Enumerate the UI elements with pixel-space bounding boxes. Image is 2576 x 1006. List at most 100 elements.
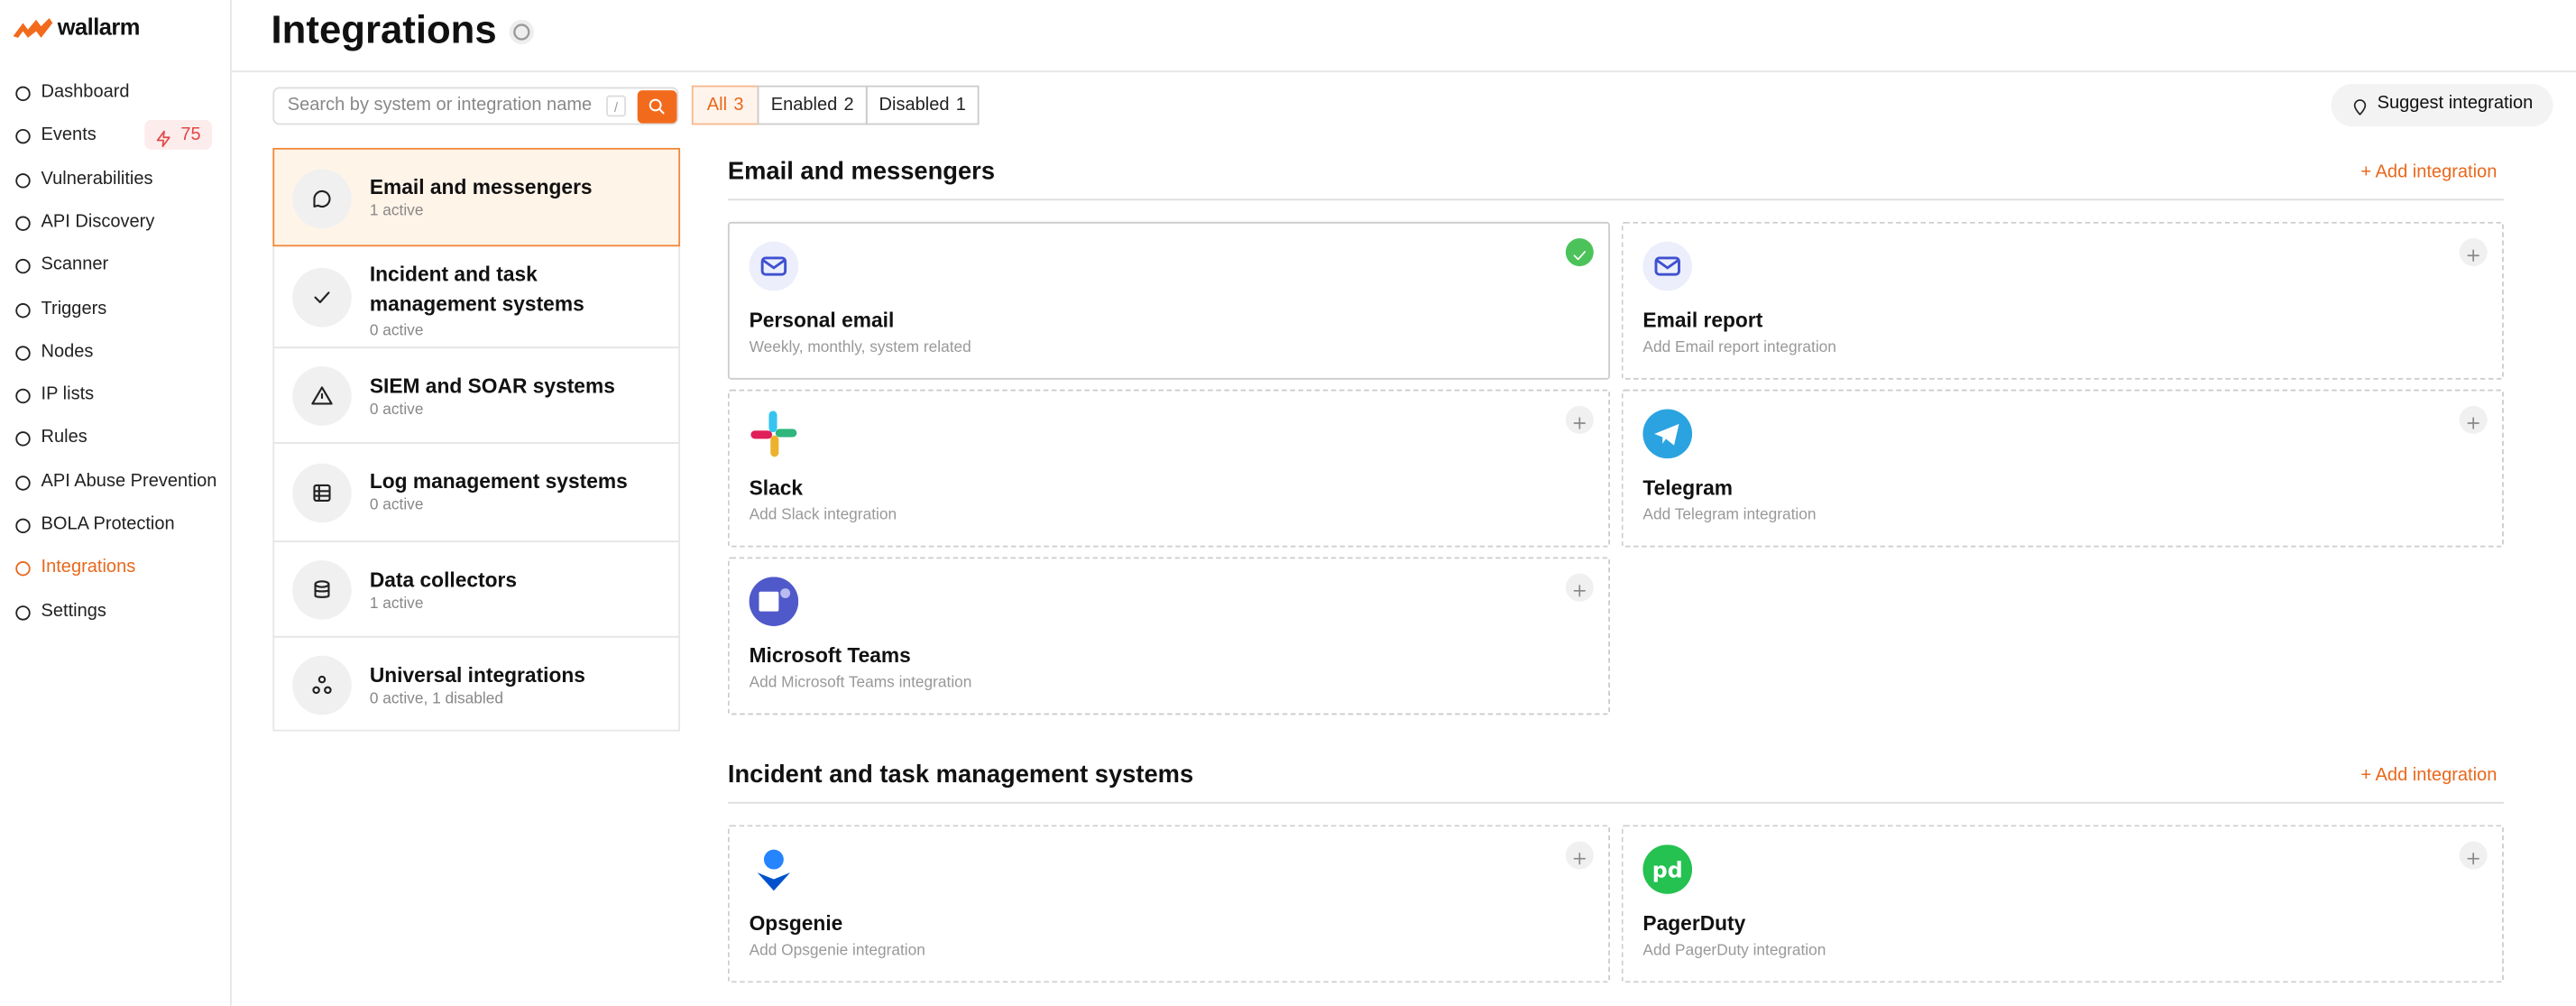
enabled-check: [1565, 238, 1594, 267]
add-integration[interactable]: + Add integration: [2360, 162, 2497, 182]
nav-item[interactable]: API Discovery: [0, 202, 232, 245]
category-status: 0 active: [369, 401, 424, 420]
nav-item[interactable]: BOLA Protection: [0, 504, 232, 547]
category-item[interactable]: Log management systems 0 active: [272, 441, 681, 543]
badge-icon: [154, 127, 172, 157]
sidebar: [0, 0, 232, 1006]
section-title: Email and messengers: [727, 157, 996, 186]
card-description: Add PagerDuty integration: [1642, 941, 1826, 960]
category-icon: [292, 463, 352, 523]
card-description: Add Email report integration: [1642, 338, 1836, 357]
nav-item[interactable]: Triggers: [0, 289, 232, 331]
category-status: 0 active, 1 disabled: [369, 690, 503, 709]
add-button[interactable]: [1565, 573, 1594, 602]
card-description: Weekly, monthly, system related: [749, 338, 971, 357]
nav-icon: [14, 601, 33, 631]
nav-icon: [14, 212, 33, 242]
suggest-button[interactable]: Suggest integration: [2331, 83, 2553, 127]
nav-icon: [14, 471, 33, 501]
filter-tab[interactable]: All 3: [691, 85, 759, 125]
category-name: Universal integrations: [369, 663, 585, 688]
nav-label: IP lists: [41, 384, 95, 405]
integration-card[interactable]: Opsgenie Add Opsgenie integration: [727, 825, 1611, 983]
nav-item[interactable]: Vulnerabilities: [0, 159, 232, 201]
search-box[interactable]: Search by system or integration name /: [272, 87, 679, 125]
card-description: Add Slack integration: [749, 506, 897, 525]
nav-label: Settings: [41, 600, 106, 621]
svg-text:pd: pd: [1652, 858, 1683, 883]
section-title: Incident and task management systems: [727, 761, 1194, 789]
nav-icon: [14, 169, 33, 198]
category-name: SIEM and SOAR systems: [369, 374, 615, 398]
nav-item[interactable]: Events 75: [0, 115, 232, 158]
integration-card[interactable]: Personal email Weekly, monthly, system re…: [727, 221, 1611, 380]
header-line: [231, 70, 2576, 73]
integration-card[interactable]: Microsoft Teams Add Microsoft Teams integ…: [727, 557, 1611, 715]
category-status: 1 active: [369, 595, 424, 614]
card-name: Personal email: [749, 309, 895, 332]
nav-item[interactable]: IP lists: [0, 374, 232, 417]
card-icon: pd: [1642, 844, 1693, 902]
pin-icon: [2351, 96, 2369, 125]
add-integration[interactable]: + Add integration: [2360, 766, 2497, 786]
add-button[interactable]: [1565, 405, 1594, 434]
card-description: Add Telegram integration: [1642, 506, 1817, 525]
filter-count: 3: [733, 95, 744, 115]
plus: +: [2360, 162, 2376, 183]
nav-icon: [14, 428, 33, 457]
nav-item[interactable]: Scanner: [0, 245, 232, 288]
card-name: Email report: [1642, 309, 1763, 332]
category-item[interactable]: Universal integrations 0 active, 1 disabl…: [272, 635, 681, 732]
filter-tab[interactable]: Disabled 1: [865, 85, 980, 125]
help-icon[interactable]: [509, 19, 534, 45]
add-button[interactable]: [1565, 841, 1594, 870]
card-name: Opsgenie: [749, 911, 843, 936]
card-name: Slack: [749, 476, 804, 500]
nav-item[interactable]: Dashboard: [0, 72, 232, 115]
nav-icon: [14, 341, 33, 371]
nav-item[interactable]: Integrations: [0, 548, 232, 590]
nav-icon: [14, 384, 33, 414]
category-item[interactable]: Incident and task management systems 0 ac…: [272, 245, 681, 349]
card-icon: [750, 844, 799, 902]
nav-label: Rules: [41, 428, 87, 448]
category-item[interactable]: SIEM and SOAR systems 0 active: [272, 346, 681, 444]
add-button[interactable]: [2459, 841, 2488, 870]
add-button[interactable]: [2459, 405, 2488, 434]
nav-item[interactable]: Nodes: [0, 332, 232, 374]
card-icon: [750, 410, 799, 467]
integration-card[interactable]: Telegram Add Telegram integration: [1621, 389, 2504, 548]
category-status: 1 active: [369, 202, 424, 221]
nav-label: BOLA Protection: [41, 514, 175, 534]
category-icon: [292, 168, 352, 228]
category-name: Email and messengers: [369, 175, 593, 199]
category-name: Log management systems: [369, 469, 628, 494]
integration-card[interactable]: Email report Add Email report integration: [1621, 221, 2504, 380]
category-icon: [292, 654, 352, 715]
nav-label: Vulnerabilities: [41, 168, 153, 189]
nav-item[interactable]: Rules: [0, 418, 232, 460]
category-item[interactable]: Data collectors 1 active: [272, 540, 681, 638]
search-placeholder: Search by system or integration name: [287, 95, 593, 115]
filter-count: 1: [955, 95, 966, 115]
add-button[interactable]: [2459, 238, 2488, 267]
category-name: Data collectors: [369, 568, 518, 592]
nav-item[interactable]: Settings: [0, 591, 232, 633]
nav-icon: [14, 558, 33, 587]
section-line: [727, 198, 2504, 201]
search-button[interactable]: [637, 90, 677, 124]
category-status: 0 active: [369, 496, 424, 515]
card-icon: [749, 241, 799, 300]
category-item[interactable]: Email and messengers 1 active: [272, 147, 681, 247]
filter-tab[interactable]: Enabled 2: [757, 85, 868, 125]
section-line: [727, 801, 2504, 804]
integration-card[interactable]: pd PagerDuty Add PagerDuty integration: [1621, 825, 2504, 983]
category-status: 0 active: [369, 322, 424, 341]
nav-badge: 75: [144, 120, 212, 151]
nav-item[interactable]: API Abuse Prevention: [0, 461, 232, 503]
integration-card[interactable]: Slack Add Slack integration: [727, 389, 1611, 548]
filter-label: Enabled: [770, 95, 838, 115]
nav-icon: [14, 299, 33, 328]
filter-label: Disabled: [879, 95, 950, 115]
